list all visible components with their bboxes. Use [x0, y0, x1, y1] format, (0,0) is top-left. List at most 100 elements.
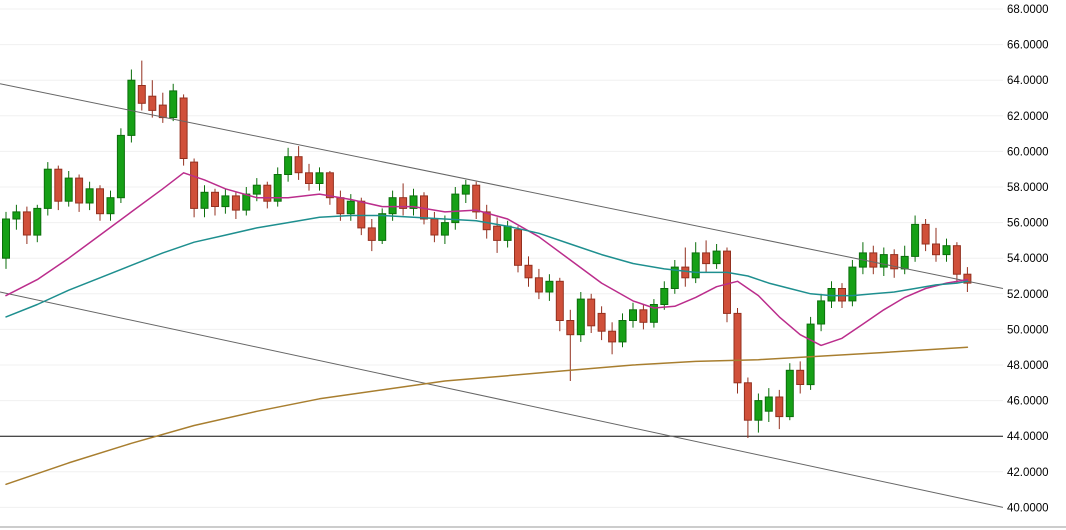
candle — [587, 293, 596, 333]
candle — [608, 322, 617, 355]
candle — [409, 188, 418, 216]
candle — [681, 247, 690, 287]
candle — [367, 219, 376, 252]
candle — [12, 204, 21, 230]
candle — [723, 247, 731, 323]
lower-trendline[interactable] — [0, 291, 1004, 508]
candle — [660, 281, 669, 310]
candle — [911, 215, 920, 262]
candle — [848, 260, 857, 307]
y-axis-label: 46.0000 — [1007, 396, 1049, 408]
candle — [179, 94, 188, 166]
candle — [754, 393, 763, 433]
candle — [221, 188, 230, 214]
y-axis-label: 58.0000 — [1007, 182, 1049, 194]
candle — [294, 146, 303, 180]
y-axis-label: 56.0000 — [1007, 218, 1049, 230]
candle — [169, 83, 178, 122]
candle — [576, 292, 585, 342]
grid-lines — [0, 8, 1003, 508]
candle — [712, 244, 721, 269]
candle — [545, 274, 554, 301]
candle — [273, 167, 282, 207]
candle — [148, 80, 157, 118]
candle — [764, 388, 773, 422]
candle — [231, 192, 240, 219]
candle — [440, 215, 449, 244]
candle — [869, 245, 878, 275]
candle — [127, 69, 136, 143]
candle — [2, 211, 10, 269]
candle — [85, 181, 94, 211]
y-axis-label: 50.0000 — [1007, 324, 1049, 336]
candle — [482, 204, 491, 239]
y-axis-label: 48.0000 — [1007, 360, 1049, 372]
candle — [190, 158, 199, 218]
candle — [75, 174, 84, 212]
y-axis-label: 62.0000 — [1007, 111, 1049, 123]
candle — [284, 147, 293, 182]
candle — [775, 389, 784, 430]
candle — [493, 217, 502, 253]
candle — [942, 238, 951, 262]
candle — [952, 242, 961, 284]
ma-long-line — [5, 346, 969, 486]
candle — [597, 306, 606, 341]
y-axis-label: 68.0000 — [1007, 4, 1049, 16]
candle — [649, 299, 658, 328]
candle — [629, 302, 637, 328]
candle — [346, 194, 355, 221]
candle — [785, 363, 794, 421]
candle — [325, 171, 334, 205]
candle — [879, 247, 888, 276]
candle — [618, 313, 627, 348]
y-axis-label: 42.0000 — [1007, 467, 1049, 479]
candle — [263, 181, 272, 209]
candle — [211, 188, 219, 216]
candle — [921, 219, 930, 252]
candle — [555, 277, 564, 332]
candle — [566, 309, 575, 381]
candles — [2, 60, 972, 438]
upper-trendline[interactable] — [0, 83, 1004, 289]
price-axis[interactable]: 68.0000 66.0000 64.0000 62.0000 60.0000 58.00… — [1007, 4, 1049, 514]
candle — [743, 377, 752, 438]
candle — [305, 163, 313, 191]
candle — [315, 167, 324, 191]
candle — [96, 185, 104, 221]
candle — [158, 92, 167, 123]
ma-slow-line — [5, 214, 969, 318]
candle — [64, 171, 73, 207]
candle — [796, 361, 805, 394]
candle — [399, 183, 408, 216]
candle — [54, 165, 63, 211]
candle — [33, 204, 42, 243]
y-axis-label: 52.0000 — [1007, 289, 1049, 301]
y-axis-label: 60.0000 — [1007, 146, 1049, 158]
candle — [43, 162, 52, 216]
y-axis-label: 64.0000 — [1007, 75, 1049, 87]
y-axis-label: 66.0000 — [1007, 40, 1049, 52]
candle — [639, 304, 648, 330]
y-axis-label: 44.0000 — [1007, 431, 1049, 443]
candle — [534, 268, 543, 300]
candle — [472, 181, 481, 219]
candle — [106, 190, 115, 221]
candle — [137, 60, 146, 111]
candle — [451, 187, 460, 230]
candle — [378, 208, 387, 244]
candle — [691, 242, 700, 284]
ma-fast-line — [5, 172, 969, 347]
candle — [817, 293, 826, 332]
candle — [200, 185, 209, 218]
candle — [932, 227, 940, 262]
candle — [461, 179, 470, 203]
candle — [524, 256, 533, 287]
candle — [806, 316, 815, 390]
candle — [733, 308, 742, 394]
candle — [116, 128, 125, 203]
y-axis-label: 54.0000 — [1007, 253, 1049, 265]
candle — [514, 226, 522, 273]
